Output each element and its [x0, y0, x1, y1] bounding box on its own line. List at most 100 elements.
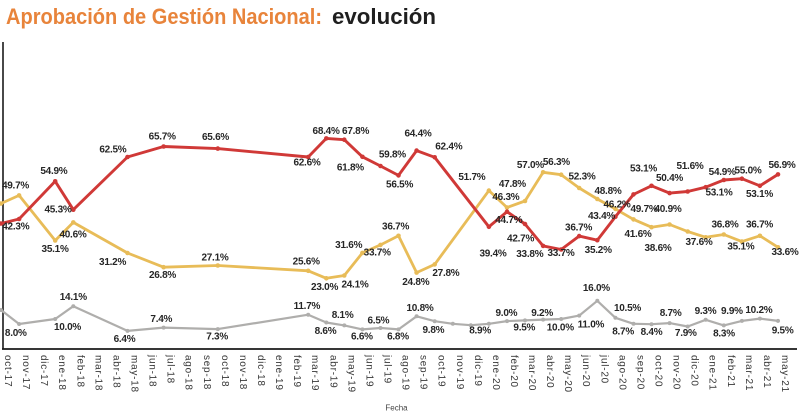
svg-text:dic-20: dic-20	[689, 355, 700, 387]
svg-text:sep-20: sep-20	[635, 355, 646, 390]
svg-text:10.5%: 10.5%	[614, 303, 641, 314]
svg-text:10.0%: 10.0%	[547, 323, 574, 334]
svg-text:65.7%: 65.7%	[149, 132, 176, 143]
svg-text:53.1%: 53.1%	[705, 188, 732, 199]
svg-text:jun-19: jun-19	[363, 354, 374, 387]
svg-text:10.0%: 10.0%	[54, 322, 81, 333]
svg-text:mar-20: mar-20	[526, 355, 537, 391]
svg-text:57.0%: 57.0%	[517, 160, 544, 171]
svg-text:feb-18: feb-18	[74, 355, 85, 388]
svg-text:jul-20: jul-20	[598, 354, 609, 384]
svg-text:9.5%: 9.5%	[513, 323, 535, 334]
svg-text:51.6%: 51.6%	[676, 161, 703, 172]
svg-text:ene-21: ene-21	[707, 355, 718, 391]
svg-text:mar-19: mar-19	[309, 355, 320, 391]
svg-text:31.2%: 31.2%	[99, 257, 126, 268]
svg-text:feb-21: feb-21	[725, 355, 736, 388]
svg-text:39.4%: 39.4%	[479, 248, 506, 259]
svg-text:23.0%: 23.0%	[311, 282, 338, 293]
svg-text:33.8%: 33.8%	[516, 249, 543, 260]
svg-text:oct-19: oct-19	[436, 355, 447, 387]
svg-text:24.1%: 24.1%	[341, 280, 368, 291]
svg-text:46.3%: 46.3%	[492, 192, 519, 203]
svg-text:dic-17: dic-17	[38, 355, 49, 387]
svg-text:jun-18: jun-18	[147, 354, 158, 387]
svg-text:oct-20: oct-20	[653, 355, 664, 387]
svg-text:dic-19: dic-19	[472, 355, 483, 387]
svg-text:abr-21: abr-21	[761, 355, 772, 388]
svg-text:67.8%: 67.8%	[342, 126, 369, 137]
svg-text:49.7%: 49.7%	[630, 204, 657, 215]
svg-text:51.7%: 51.7%	[458, 172, 485, 183]
svg-text:62.4%: 62.4%	[435, 142, 462, 153]
svg-text:mar-18: mar-18	[92, 355, 103, 391]
svg-text:ene-18: ene-18	[56, 355, 67, 391]
svg-text:50.4%: 50.4%	[656, 173, 683, 184]
svg-text:38.6%: 38.6%	[644, 243, 671, 254]
svg-text:nov-18: nov-18	[237, 355, 248, 390]
svg-text:6.6%: 6.6%	[351, 332, 373, 343]
svg-text:42.7%: 42.7%	[507, 233, 534, 244]
svg-text:56.3%: 56.3%	[543, 157, 570, 168]
svg-text:11.0%: 11.0%	[578, 319, 605, 330]
svg-text:9.9%: 9.9%	[721, 306, 743, 317]
svg-text:48.8%: 48.8%	[594, 186, 621, 197]
svg-text:nov-19: nov-19	[454, 355, 465, 390]
svg-text:61.8%: 61.8%	[337, 163, 364, 174]
svg-text:oct-18: oct-18	[219, 355, 230, 387]
svg-text:33.6%: 33.6%	[771, 247, 798, 258]
svg-text:43.4%: 43.4%	[588, 211, 615, 222]
svg-text:8.9%: 8.9%	[469, 325, 491, 336]
svg-text:42.3%: 42.3%	[2, 222, 29, 233]
svg-text:9.3%: 9.3%	[695, 306, 717, 317]
svg-text:abr-20: abr-20	[544, 355, 555, 388]
svg-text:mar-21: mar-21	[743, 355, 754, 391]
svg-text:33.7%: 33.7%	[364, 247, 391, 258]
svg-text:65.6%: 65.6%	[202, 132, 229, 143]
svg-text:jun-20: jun-20	[580, 354, 591, 387]
svg-text:62.6%: 62.6%	[293, 157, 320, 168]
svg-text:59.8%: 59.8%	[379, 150, 406, 161]
svg-text:26.8%: 26.8%	[149, 270, 176, 281]
svg-text:14.1%: 14.1%	[60, 292, 87, 303]
svg-text:35.1%: 35.1%	[42, 244, 69, 255]
svg-text:ago-19: ago-19	[400, 355, 411, 391]
svg-text:56.9%: 56.9%	[768, 160, 795, 171]
svg-text:jul-18: jul-18	[165, 354, 176, 384]
svg-text:7.9%: 7.9%	[675, 328, 697, 339]
svg-text:27.1%: 27.1%	[201, 252, 228, 263]
svg-text:31.6%: 31.6%	[335, 240, 362, 251]
svg-text:36.7%: 36.7%	[565, 222, 592, 233]
svg-text:dic-18: dic-18	[255, 355, 266, 387]
svg-text:may-19: may-19	[345, 355, 356, 393]
svg-text:ago-20: ago-20	[616, 355, 627, 391]
svg-text:9.5%: 9.5%	[772, 326, 794, 337]
svg-text:6.4%: 6.4%	[114, 334, 136, 345]
svg-text:49.7%: 49.7%	[2, 181, 29, 192]
svg-text:feb-20: feb-20	[508, 355, 519, 388]
svg-text:may-21: may-21	[779, 355, 790, 393]
svg-text:40.9%: 40.9%	[654, 204, 681, 215]
svg-text:may-18: may-18	[129, 355, 140, 393]
svg-text:may-20: may-20	[562, 355, 573, 393]
svg-text:24.8%: 24.8%	[402, 277, 429, 288]
svg-text:8.7%: 8.7%	[660, 308, 682, 319]
svg-text:9.8%: 9.8%	[423, 325, 445, 336]
svg-text:sep-19: sep-19	[418, 355, 429, 390]
svg-text:35.2%: 35.2%	[585, 245, 612, 256]
svg-text:10.8%: 10.8%	[406, 303, 433, 314]
svg-text:37.6%: 37.6%	[685, 237, 712, 248]
svg-text:8.6%: 8.6%	[315, 326, 337, 337]
svg-text:33.7%: 33.7%	[547, 248, 574, 259]
svg-text:44.7%: 44.7%	[495, 215, 522, 226]
svg-text:53.1%: 53.1%	[746, 189, 773, 200]
svg-text:36.7%: 36.7%	[746, 220, 773, 231]
svg-text:47.8%: 47.8%	[499, 179, 526, 190]
svg-text:9.2%: 9.2%	[531, 308, 553, 319]
svg-text:10.2%: 10.2%	[745, 305, 772, 316]
svg-text:7.3%: 7.3%	[206, 331, 228, 342]
svg-text:68.4%: 68.4%	[313, 126, 340, 137]
svg-text:36.8%: 36.8%	[711, 220, 738, 231]
svg-text:8.0%: 8.0%	[5, 328, 27, 339]
svg-text:ene-20: ene-20	[490, 355, 501, 391]
